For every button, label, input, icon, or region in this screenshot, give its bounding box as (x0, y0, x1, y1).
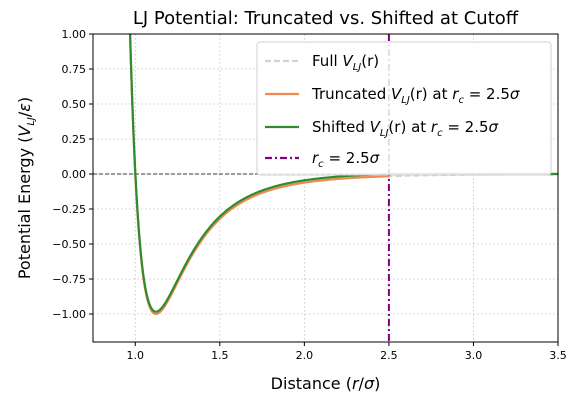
y-tick-label: 0.25 (62, 133, 87, 146)
y-tick-label: 1.00 (62, 28, 87, 41)
chart-title: LJ Potential: Truncated vs. Shifted at C… (133, 8, 519, 29)
legend-entry: Truncated VLJ(r) at rc = 2.5σ (311, 85, 520, 106)
x-tick-label: 3.5 (549, 349, 567, 362)
y-axis-label: Potential Energy (VLJ/ε) (15, 97, 37, 279)
y-tick-label: 0.00 (62, 168, 87, 181)
y-tick-label: −0.25 (52, 203, 86, 216)
y-tick-label: −0.50 (52, 238, 86, 251)
legend-entry: rc = 2.5σ (312, 149, 380, 170)
x-axis-ticks: 1.0 1.5 2.0 2.5 3.0 3.5 (127, 342, 567, 362)
plot-frame (92, 33, 559, 343)
x-tick-label: 2.5 (380, 349, 398, 362)
y-axis-ticks: −1.00 −0.75 −0.50 −0.25 0.00 0.25 0.50 0.75 1.00 (52, 28, 93, 321)
legend-entry: Full VLJ(r) (312, 52, 379, 73)
y-tick-label: 0.50 (62, 98, 87, 111)
x-axis-label: Distance (r/σ) (271, 374, 381, 393)
legend-box (256, 41, 552, 176)
x-tick-label: 3.0 (465, 349, 483, 362)
y-tick-label: 0.75 (62, 63, 87, 76)
x-tick-label: 1.0 (127, 349, 145, 362)
x-tick-label: 1.5 (211, 349, 229, 362)
legend: Full VLJ(r) Truncated VLJ(r) at rc = 2.5σ… (256, 41, 552, 176)
y-tick-label: −0.75 (52, 273, 86, 286)
x-tick-label: 2.0 (296, 349, 314, 362)
y-tick-label: −1.00 (52, 308, 86, 321)
legend-entry: Shifted VLJ(r) at rc = 2.5σ (312, 118, 499, 139)
